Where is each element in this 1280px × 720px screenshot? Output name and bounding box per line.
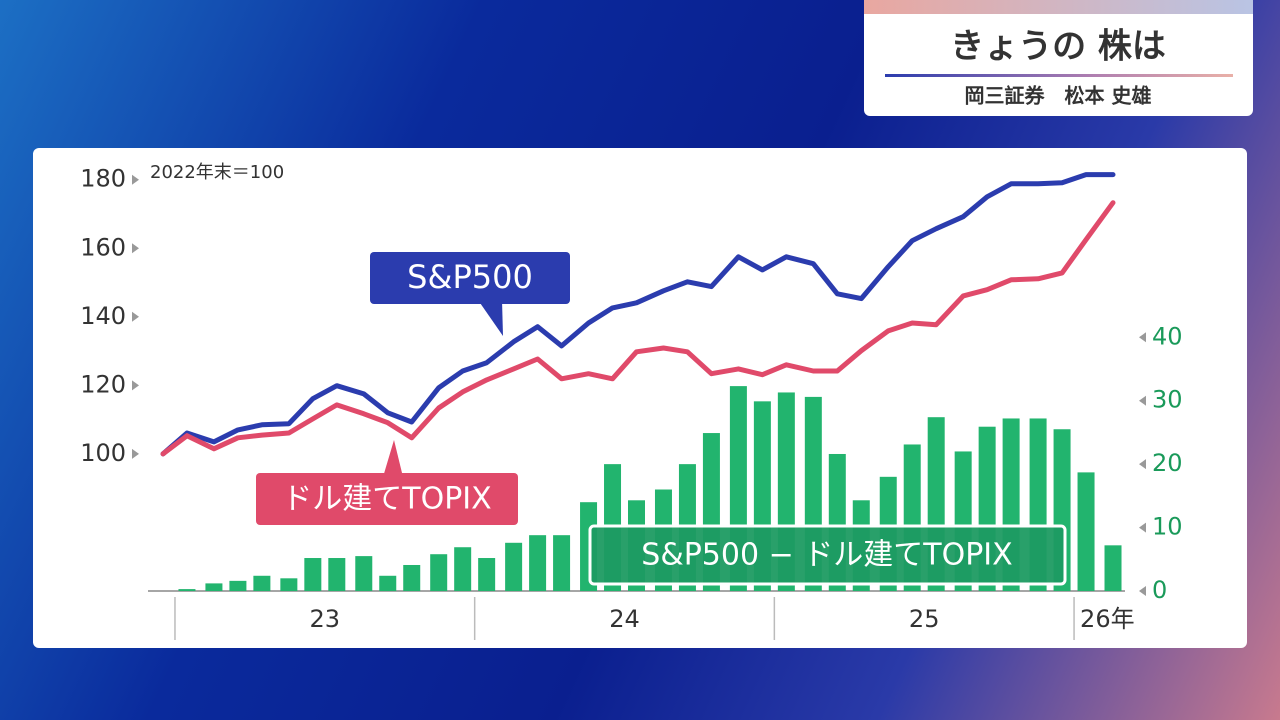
bar: [430, 554, 448, 591]
callout-pointer: [478, 300, 503, 336]
bar: [280, 578, 298, 591]
callout-box: [256, 473, 518, 525]
y-tick-label: 180: [80, 165, 126, 193]
bar: [178, 589, 196, 591]
callout-text: ドル建てTOPIX: [282, 482, 491, 517]
y-tick-label: 100: [80, 439, 126, 467]
header-strip: [864, 0, 1253, 14]
callout-box: [370, 252, 570, 304]
bar: [253, 575, 271, 591]
callout-pointer: [383, 440, 403, 477]
bar: [1077, 472, 1095, 591]
header-title: きょうの 株は: [950, 27, 1166, 67]
y-tick-label: 120: [80, 370, 126, 398]
y2-tick-mark: [1139, 459, 1146, 470]
axis-note: 2022年末＝100: [150, 162, 284, 183]
bar: [529, 535, 547, 591]
x-tick-label: 25: [909, 605, 940, 633]
x-tick-label: 24: [609, 605, 640, 633]
callout-text: S&P500: [407, 258, 533, 296]
bar: [304, 558, 322, 591]
header-underline: [885, 74, 1233, 77]
callout-diff: S&P500 − ドル建てTOPIX: [588, 524, 1067, 586]
y2-tick-mark: [1139, 522, 1146, 533]
callout-box: [588, 524, 1067, 586]
bar: [478, 558, 496, 591]
y-tick-label: 160: [80, 233, 126, 261]
bar: [505, 542, 523, 591]
bar: [1104, 545, 1122, 591]
bar: [379, 575, 397, 591]
y2-tick-mark: [1139, 395, 1146, 406]
y2-tick-label: 0: [1152, 576, 1167, 604]
callout-sp500: S&P500: [370, 252, 570, 336]
y-tick-mark: [132, 380, 139, 391]
line: [160, 200, 1116, 457]
y-tick-mark: [132, 174, 139, 185]
y-tick-mark: [132, 311, 139, 322]
callout-topix: ドル建てTOPIX: [256, 440, 518, 525]
bar: [328, 558, 346, 591]
bar: [355, 556, 373, 591]
y2-tick-mark: [1139, 332, 1146, 343]
y2-tick-label: 20: [1152, 449, 1183, 477]
callout-text: S&P500 − ドル建てTOPIX: [641, 538, 1012, 573]
y2-tick-label: 30: [1152, 386, 1183, 414]
y-tick-mark: [132, 243, 139, 254]
bar: [454, 547, 472, 591]
y2-tick-label: 40: [1152, 322, 1183, 350]
bar: [553, 535, 571, 591]
x-tick-label: 23: [310, 605, 341, 633]
header-card: [864, 0, 1253, 116]
bar: [229, 580, 247, 591]
x-tick-label: 26年: [1080, 605, 1135, 633]
bar: [205, 583, 223, 591]
line: [160, 172, 1116, 457]
bar: [403, 564, 421, 591]
y2-tick-label: 10: [1152, 513, 1183, 541]
y-tick-label: 140: [80, 302, 126, 330]
y-tick-mark: [132, 448, 139, 459]
y2-tick-mark: [1139, 586, 1146, 596]
header-subtitle: 岡三証券 松本 史雄: [965, 84, 1152, 108]
